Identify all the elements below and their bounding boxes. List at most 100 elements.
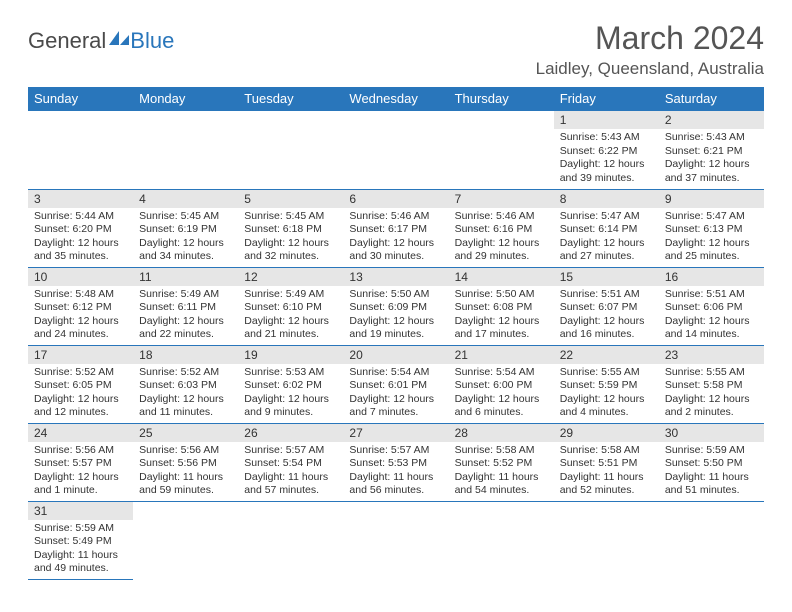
sunrise-line: Sunrise: 5:55 AM — [560, 366, 655, 379]
calendar-cell — [238, 501, 343, 579]
location-label: Laidley, Queensland, Australia — [536, 59, 764, 79]
calendar-cell: 17Sunrise: 5:52 AMSunset: 6:05 PMDayligh… — [28, 345, 133, 423]
daylight-line: Daylight: 12 hours and 16 minutes. — [560, 315, 655, 342]
sunset-line: Sunset: 5:53 PM — [349, 457, 444, 470]
sunrise-line: Sunrise: 5:52 AM — [139, 366, 234, 379]
day-details: Sunrise: 5:43 AMSunset: 6:22 PMDaylight:… — [554, 129, 659, 187]
calendar-cell: 11Sunrise: 5:49 AMSunset: 6:11 PMDayligh… — [133, 267, 238, 345]
weekday-header: Sunday — [28, 87, 133, 111]
sunrise-line: Sunrise: 5:57 AM — [349, 444, 444, 457]
daylight-line: Daylight: 12 hours and 35 minutes. — [34, 237, 129, 264]
day-details: Sunrise: 5:54 AMSunset: 6:01 PMDaylight:… — [343, 364, 448, 422]
sunrise-line: Sunrise: 5:53 AM — [244, 366, 339, 379]
day-details: Sunrise: 5:49 AMSunset: 6:11 PMDaylight:… — [133, 286, 238, 344]
day-number: 19 — [238, 346, 343, 364]
calendar-cell — [659, 501, 764, 579]
daylight-line: Daylight: 11 hours and 52 minutes. — [560, 471, 655, 498]
sunrise-line: Sunrise: 5:50 AM — [349, 288, 444, 301]
calendar-cell: 4Sunrise: 5:45 AMSunset: 6:19 PMDaylight… — [133, 189, 238, 267]
daylight-line: Daylight: 12 hours and 2 minutes. — [665, 393, 760, 420]
calendar-cell: 3Sunrise: 5:44 AMSunset: 6:20 PMDaylight… — [28, 189, 133, 267]
daylight-line: Daylight: 12 hours and 22 minutes. — [139, 315, 234, 342]
calendar-week: 10Sunrise: 5:48 AMSunset: 6:12 PMDayligh… — [28, 267, 764, 345]
day-details: Sunrise: 5:49 AMSunset: 6:10 PMDaylight:… — [238, 286, 343, 344]
sunrise-line: Sunrise: 5:55 AM — [665, 366, 760, 379]
day-number: 4 — [133, 190, 238, 208]
sunrise-line: Sunrise: 5:59 AM — [34, 522, 129, 535]
sunrise-line: Sunrise: 5:59 AM — [665, 444, 760, 457]
day-number: 16 — [659, 268, 764, 286]
day-details: Sunrise: 5:46 AMSunset: 6:17 PMDaylight:… — [343, 208, 448, 266]
calendar-cell: 9Sunrise: 5:47 AMSunset: 6:13 PMDaylight… — [659, 189, 764, 267]
calendar-cell — [343, 111, 448, 189]
day-number: 25 — [133, 424, 238, 442]
sunset-line: Sunset: 6:07 PM — [560, 301, 655, 314]
day-details: Sunrise: 5:52 AMSunset: 6:03 PMDaylight:… — [133, 364, 238, 422]
calendar-body: 1Sunrise: 5:43 AMSunset: 6:22 PMDaylight… — [28, 111, 764, 579]
daylight-line: Daylight: 12 hours and 29 minutes. — [455, 237, 550, 264]
weekday-header: Saturday — [659, 87, 764, 111]
calendar-cell: 13Sunrise: 5:50 AMSunset: 6:09 PMDayligh… — [343, 267, 448, 345]
calendar-week: 17Sunrise: 5:52 AMSunset: 6:05 PMDayligh… — [28, 345, 764, 423]
sunrise-line: Sunrise: 5:58 AM — [455, 444, 550, 457]
calendar-cell — [28, 111, 133, 189]
calendar-cell: 29Sunrise: 5:58 AMSunset: 5:51 PMDayligh… — [554, 423, 659, 501]
sunset-line: Sunset: 6:10 PM — [244, 301, 339, 314]
calendar-cell: 27Sunrise: 5:57 AMSunset: 5:53 PMDayligh… — [343, 423, 448, 501]
sail-icon — [108, 28, 130, 54]
calendar-cell — [133, 111, 238, 189]
brand-part2: Blue — [130, 28, 174, 54]
day-number: 22 — [554, 346, 659, 364]
day-details: Sunrise: 5:47 AMSunset: 6:13 PMDaylight:… — [659, 208, 764, 266]
sunset-line: Sunset: 5:54 PM — [244, 457, 339, 470]
calendar-week: 31Sunrise: 5:59 AMSunset: 5:49 PMDayligh… — [28, 501, 764, 579]
sunrise-line: Sunrise: 5:43 AM — [665, 131, 760, 144]
calendar-cell: 20Sunrise: 5:54 AMSunset: 6:01 PMDayligh… — [343, 345, 448, 423]
daylight-line: Daylight: 12 hours and 24 minutes. — [34, 315, 129, 342]
day-number: 27 — [343, 424, 448, 442]
sunrise-line: Sunrise: 5:46 AM — [455, 210, 550, 223]
day-number: 1 — [554, 111, 659, 129]
sunset-line: Sunset: 6:20 PM — [34, 223, 129, 236]
day-details: Sunrise: 5:57 AMSunset: 5:53 PMDaylight:… — [343, 442, 448, 500]
day-number: 8 — [554, 190, 659, 208]
sunset-line: Sunset: 6:06 PM — [665, 301, 760, 314]
sunrise-line: Sunrise: 5:48 AM — [34, 288, 129, 301]
calendar-cell — [449, 501, 554, 579]
calendar-cell: 1Sunrise: 5:43 AMSunset: 6:22 PMDaylight… — [554, 111, 659, 189]
daylight-line: Daylight: 12 hours and 11 minutes. — [139, 393, 234, 420]
calendar-cell: 14Sunrise: 5:50 AMSunset: 6:08 PMDayligh… — [449, 267, 554, 345]
calendar-cell: 8Sunrise: 5:47 AMSunset: 6:14 PMDaylight… — [554, 189, 659, 267]
day-number: 17 — [28, 346, 133, 364]
day-details: Sunrise: 5:59 AMSunset: 5:50 PMDaylight:… — [659, 442, 764, 500]
sunset-line: Sunset: 5:49 PM — [34, 535, 129, 548]
month-title: March 2024 — [536, 20, 764, 57]
daylight-line: Daylight: 12 hours and 1 minute. — [34, 471, 129, 498]
calendar-cell: 5Sunrise: 5:45 AMSunset: 6:18 PMDaylight… — [238, 189, 343, 267]
calendar-cell — [238, 111, 343, 189]
daylight-line: Daylight: 12 hours and 34 minutes. — [139, 237, 234, 264]
day-details: Sunrise: 5:52 AMSunset: 6:05 PMDaylight:… — [28, 364, 133, 422]
day-details: Sunrise: 5:44 AMSunset: 6:20 PMDaylight:… — [28, 208, 133, 266]
sunset-line: Sunset: 6:16 PM — [455, 223, 550, 236]
sunset-line: Sunset: 6:01 PM — [349, 379, 444, 392]
day-number: 11 — [133, 268, 238, 286]
calendar-cell: 10Sunrise: 5:48 AMSunset: 6:12 PMDayligh… — [28, 267, 133, 345]
sunset-line: Sunset: 6:17 PM — [349, 223, 444, 236]
calendar-header: SundayMondayTuesdayWednesdayThursdayFrid… — [28, 87, 764, 111]
sunrise-line: Sunrise: 5:43 AM — [560, 131, 655, 144]
day-details: Sunrise: 5:56 AMSunset: 5:56 PMDaylight:… — [133, 442, 238, 500]
day-number: 6 — [343, 190, 448, 208]
day-details: Sunrise: 5:45 AMSunset: 6:18 PMDaylight:… — [238, 208, 343, 266]
sunset-line: Sunset: 6:03 PM — [139, 379, 234, 392]
daylight-line: Daylight: 11 hours and 49 minutes. — [34, 549, 129, 576]
sunset-line: Sunset: 5:56 PM — [139, 457, 234, 470]
calendar-cell: 25Sunrise: 5:56 AMSunset: 5:56 PMDayligh… — [133, 423, 238, 501]
sunrise-line: Sunrise: 5:58 AM — [560, 444, 655, 457]
sunrise-line: Sunrise: 5:45 AM — [244, 210, 339, 223]
daylight-line: Daylight: 11 hours and 59 minutes. — [139, 471, 234, 498]
sunrise-line: Sunrise: 5:44 AM — [34, 210, 129, 223]
calendar-cell: 15Sunrise: 5:51 AMSunset: 6:07 PMDayligh… — [554, 267, 659, 345]
calendar-cell — [343, 501, 448, 579]
day-details: Sunrise: 5:55 AMSunset: 5:58 PMDaylight:… — [659, 364, 764, 422]
